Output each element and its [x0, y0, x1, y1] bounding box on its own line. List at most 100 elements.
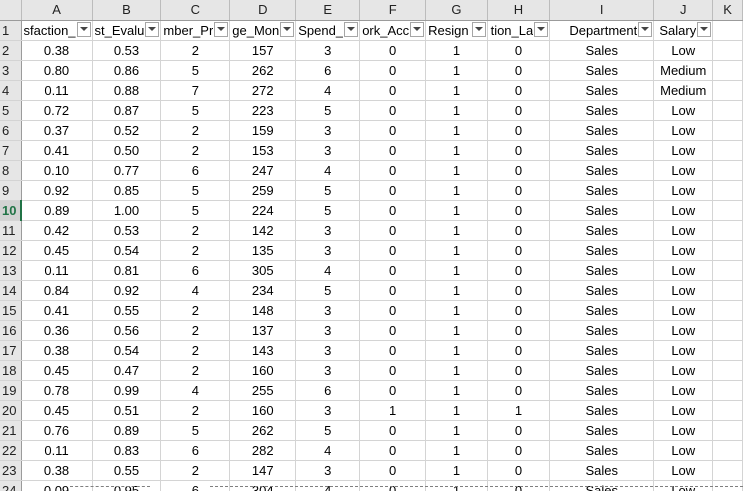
data-cell[interactable]: 0.45 [21, 400, 93, 421]
filter-dropdown-button[interactable] [214, 21, 229, 37]
empty-cell[interactable] [712, 260, 743, 281]
row-header[interactable]: 5 [0, 100, 22, 121]
data-cell[interactable]: 4 [295, 440, 361, 461]
data-cell[interactable]: 1 [425, 80, 488, 101]
data-cell[interactable]: 5 [295, 180, 361, 201]
row-header[interactable]: 3 [0, 60, 22, 81]
empty-cell[interactable] [712, 40, 743, 61]
data-cell[interactable]: 255 [229, 380, 297, 401]
data-cell[interactable]: Sales [549, 440, 655, 461]
data-cell[interactable]: 5 [295, 280, 361, 301]
data-cell[interactable]: Low [653, 260, 714, 281]
data-cell[interactable]: Low [653, 360, 714, 381]
data-cell[interactable]: 0 [487, 140, 551, 161]
data-cell[interactable]: 5 [160, 420, 231, 441]
data-cell[interactable]: 0.99 [92, 380, 162, 401]
data-cell[interactable]: 6 [295, 380, 361, 401]
empty-cell[interactable] [712, 180, 743, 201]
data-cell[interactable]: 1 [425, 60, 488, 81]
field-header-cell[interactable]: mber_Pr [160, 20, 231, 41]
data-cell[interactable]: 153 [229, 140, 297, 161]
data-cell[interactable]: Low [653, 140, 714, 161]
data-cell[interactable]: Low [653, 400, 714, 421]
data-cell[interactable]: 0.81 [92, 260, 162, 281]
filter-dropdown-button[interactable] [410, 21, 425, 37]
data-cell[interactable]: 0.38 [21, 340, 93, 361]
data-cell[interactable]: Low [653, 200, 714, 221]
data-cell[interactable]: 0 [359, 460, 427, 481]
row-header[interactable]: 13 [0, 260, 22, 281]
empty-cell[interactable] [712, 340, 743, 361]
data-cell[interactable]: Sales [549, 260, 655, 281]
data-cell[interactable]: 4 [160, 380, 231, 401]
field-header-cell[interactable]: tion_La [487, 20, 551, 41]
data-cell[interactable]: Sales [549, 200, 655, 221]
data-cell[interactable]: 0 [359, 380, 427, 401]
empty-cell[interactable] [712, 140, 743, 161]
data-cell[interactable]: Low [653, 300, 714, 321]
data-cell[interactable]: 2 [160, 320, 231, 341]
data-cell[interactable]: 2 [160, 340, 231, 361]
select-all-corner[interactable] [0, 0, 22, 21]
data-cell[interactable]: 5 [295, 200, 361, 221]
data-cell[interactable]: 0 [359, 260, 427, 281]
data-cell[interactable]: 0.80 [21, 60, 93, 81]
data-cell[interactable]: 3 [295, 220, 361, 241]
data-cell[interactable]: 0 [359, 420, 427, 441]
data-cell[interactable]: 2 [160, 220, 231, 241]
data-cell[interactable]: 0.09 [21, 480, 93, 491]
data-cell[interactable]: 1 [425, 260, 488, 281]
empty-cell[interactable] [712, 160, 743, 181]
data-cell[interactable]: 0 [359, 80, 427, 101]
data-cell[interactable]: 1 [425, 200, 488, 221]
data-cell[interactable]: 0.77 [92, 160, 162, 181]
data-cell[interactable]: Low [653, 100, 714, 121]
data-cell[interactable]: 137 [229, 320, 297, 341]
empty-cell[interactable] [712, 280, 743, 301]
data-cell[interactable]: 0.83 [92, 440, 162, 461]
data-cell[interactable]: 272 [229, 80, 297, 101]
data-cell[interactable]: 2 [160, 400, 231, 421]
data-cell[interactable]: 3 [295, 340, 361, 361]
data-cell[interactable]: Low [653, 240, 714, 261]
data-cell[interactable]: 1 [425, 180, 488, 201]
field-header-cell[interactable]: Spend_ [295, 20, 361, 41]
column-header-g[interactable]: G [425, 0, 488, 21]
data-cell[interactable]: 1 [425, 320, 488, 341]
row-header[interactable]: 18 [0, 360, 22, 381]
data-cell[interactable]: 1 [425, 280, 488, 301]
empty-cell[interactable] [712, 120, 743, 141]
data-cell[interactable]: 6 [160, 260, 231, 281]
data-cell[interactable]: 6 [160, 480, 231, 491]
data-cell[interactable]: 0 [487, 220, 551, 241]
data-cell[interactable]: 0 [487, 240, 551, 261]
data-cell[interactable]: Low [653, 320, 714, 341]
data-cell[interactable]: 0 [487, 60, 551, 81]
data-cell[interactable]: 4 [295, 160, 361, 181]
data-cell[interactable]: 0 [359, 300, 427, 321]
row-header[interactable]: 1 [0, 20, 22, 41]
data-cell[interactable]: 282 [229, 440, 297, 461]
data-cell[interactable]: 0.84 [21, 280, 93, 301]
data-cell[interactable]: 1 [425, 40, 488, 61]
empty-cell[interactable] [712, 380, 743, 401]
data-cell[interactable]: 0.55 [92, 300, 162, 321]
data-cell[interactable]: 1 [425, 420, 488, 441]
data-cell[interactable]: 2 [160, 300, 231, 321]
data-cell[interactable]: 0 [487, 260, 551, 281]
data-cell[interactable]: 6 [160, 440, 231, 461]
data-cell[interactable]: 0.37 [21, 120, 93, 141]
data-cell[interactable]: 0.56 [92, 320, 162, 341]
data-cell[interactable]: Low [653, 220, 714, 241]
field-header-cell[interactable]: ge_Mon [229, 20, 297, 41]
data-cell[interactable]: 0.54 [92, 340, 162, 361]
data-cell[interactable]: Low [653, 380, 714, 401]
data-cell[interactable]: 0 [487, 160, 551, 181]
data-cell[interactable]: 0 [359, 120, 427, 141]
data-cell[interactable]: 0 [359, 180, 427, 201]
data-cell[interactable]: Sales [549, 220, 655, 241]
data-cell[interactable]: 2 [160, 460, 231, 481]
data-cell[interactable]: 0 [487, 100, 551, 121]
data-cell[interactable]: 247 [229, 160, 297, 181]
data-cell[interactable]: 0 [359, 320, 427, 341]
